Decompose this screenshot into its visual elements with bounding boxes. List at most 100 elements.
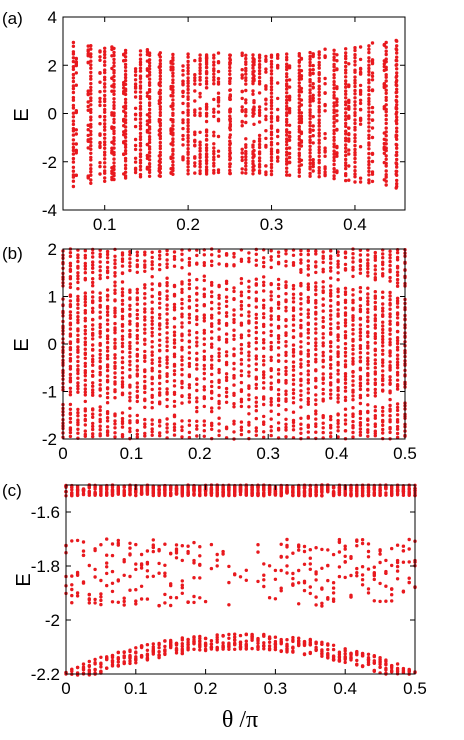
data-point (93, 657, 97, 662)
data-point (321, 350, 325, 355)
data-point (264, 114, 268, 119)
data-point (347, 115, 351, 120)
data-point (128, 268, 132, 273)
data-point (351, 274, 355, 279)
data-point (269, 136, 274, 141)
data-point (244, 98, 248, 102)
data-point (74, 142, 79, 146)
data-point (157, 549, 161, 553)
data-point (254, 367, 258, 372)
data-point (105, 571, 109, 576)
data-point (123, 149, 128, 153)
data-point (317, 165, 321, 170)
data-point (240, 51, 244, 55)
data-point (195, 377, 199, 381)
data-point (240, 89, 244, 94)
data-point (221, 641, 225, 645)
data-point (306, 299, 310, 303)
data-point (291, 489, 295, 493)
data-point (133, 137, 138, 142)
data-point (239, 404, 244, 409)
data-point (353, 92, 357, 96)
data-point (351, 356, 355, 361)
data-point (321, 332, 325, 336)
data-point (326, 488, 330, 492)
data-point (269, 282, 273, 286)
data-point (98, 133, 102, 137)
data-point (331, 581, 336, 585)
data-point (128, 312, 132, 317)
data-point (103, 99, 107, 104)
data-point (269, 143, 274, 147)
data-point (285, 133, 289, 137)
data-point (367, 69, 371, 74)
data-point (81, 553, 86, 558)
data-point (329, 357, 333, 362)
data-point (134, 562, 138, 566)
data-point (169, 65, 173, 69)
data-point (209, 487, 214, 491)
data-point (291, 335, 296, 339)
data-point (70, 574, 74, 578)
data-point (147, 125, 152, 129)
data-point (320, 652, 324, 656)
data-point (256, 641, 260, 645)
data-point (297, 167, 301, 172)
data-point (215, 492, 219, 496)
data-point (157, 485, 161, 489)
data-point (353, 169, 357, 173)
data-point (276, 156, 280, 160)
data-point (285, 55, 289, 60)
data-point (299, 252, 303, 257)
data-point (269, 340, 273, 345)
data-point (138, 66, 143, 70)
data-point (388, 403, 392, 408)
data-point (306, 341, 310, 346)
data-point (91, 266, 95, 270)
data-point (323, 102, 327, 107)
data-point (269, 59, 274, 64)
data-point (252, 164, 256, 168)
data-point (331, 493, 336, 497)
data-point (239, 257, 244, 261)
data-point (366, 267, 370, 271)
data-point (120, 314, 125, 318)
data-point (193, 113, 197, 117)
data-point (321, 421, 325, 425)
data-point (215, 484, 219, 489)
data-point (366, 366, 370, 370)
data-point (285, 67, 289, 72)
data-point (120, 287, 125, 291)
data-point (120, 356, 125, 360)
data-point (351, 435, 355, 439)
data-point (394, 63, 398, 67)
data-point (373, 370, 377, 374)
data-point (232, 320, 236, 325)
data-point (329, 396, 333, 400)
data-point (165, 340, 169, 344)
data-point (98, 373, 102, 377)
data-point (138, 57, 143, 61)
data-point (98, 365, 102, 369)
data-point (279, 637, 283, 642)
data-point (239, 277, 244, 281)
data-point (373, 323, 377, 327)
data-point (210, 336, 214, 340)
data-point (262, 490, 266, 495)
data-point (297, 127, 301, 132)
data-point (204, 133, 209, 138)
data-point (344, 166, 348, 171)
data-point (332, 90, 336, 95)
data-point (314, 310, 318, 314)
data-point (186, 97, 190, 102)
data-point (128, 541, 132, 545)
data-point (353, 81, 357, 85)
data-point (123, 65, 128, 70)
data-point (228, 117, 232, 121)
data-point (210, 253, 214, 257)
data-point (204, 61, 209, 65)
data-point (336, 354, 340, 359)
data-point (351, 337, 355, 342)
data-point (306, 259, 310, 263)
data-point (269, 69, 274, 73)
